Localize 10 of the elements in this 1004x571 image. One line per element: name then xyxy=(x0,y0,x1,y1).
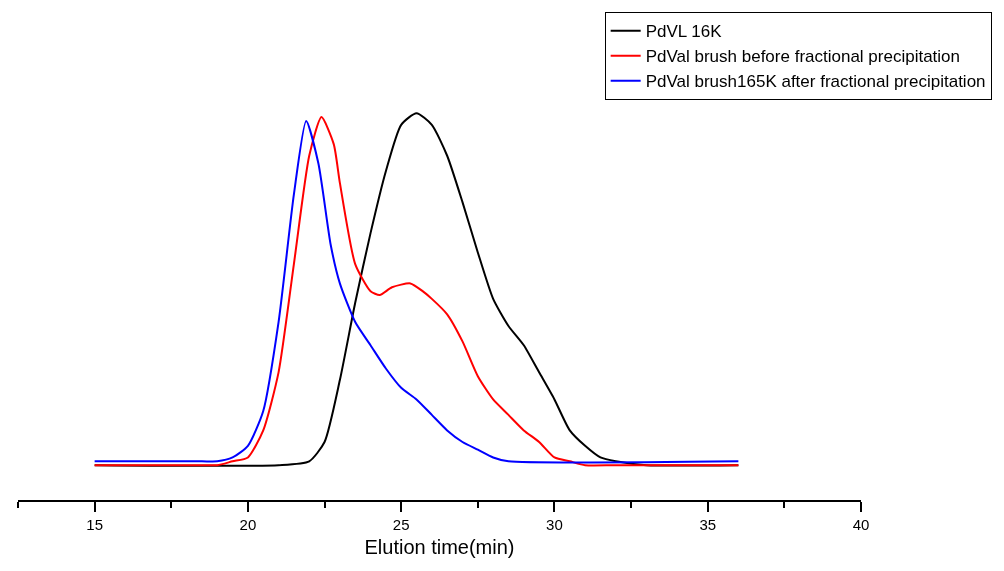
legend-label: PdVal brush before fractional precipitation xyxy=(645,47,961,67)
x-tick-label: 20 xyxy=(239,515,257,533)
x-tick-label: 30 xyxy=(546,515,563,533)
x-tick-label: 40 xyxy=(852,515,870,533)
x-tick-label: 15 xyxy=(86,515,103,533)
x-tick-label: 25 xyxy=(392,515,410,533)
x-tick-label: 35 xyxy=(699,515,717,533)
legend-label: PdVal brush165K after fractional precipitation xyxy=(645,72,986,92)
x-axis-title: Elution time(min) xyxy=(364,535,515,558)
legend-label: PdVL 16K xyxy=(645,22,723,42)
